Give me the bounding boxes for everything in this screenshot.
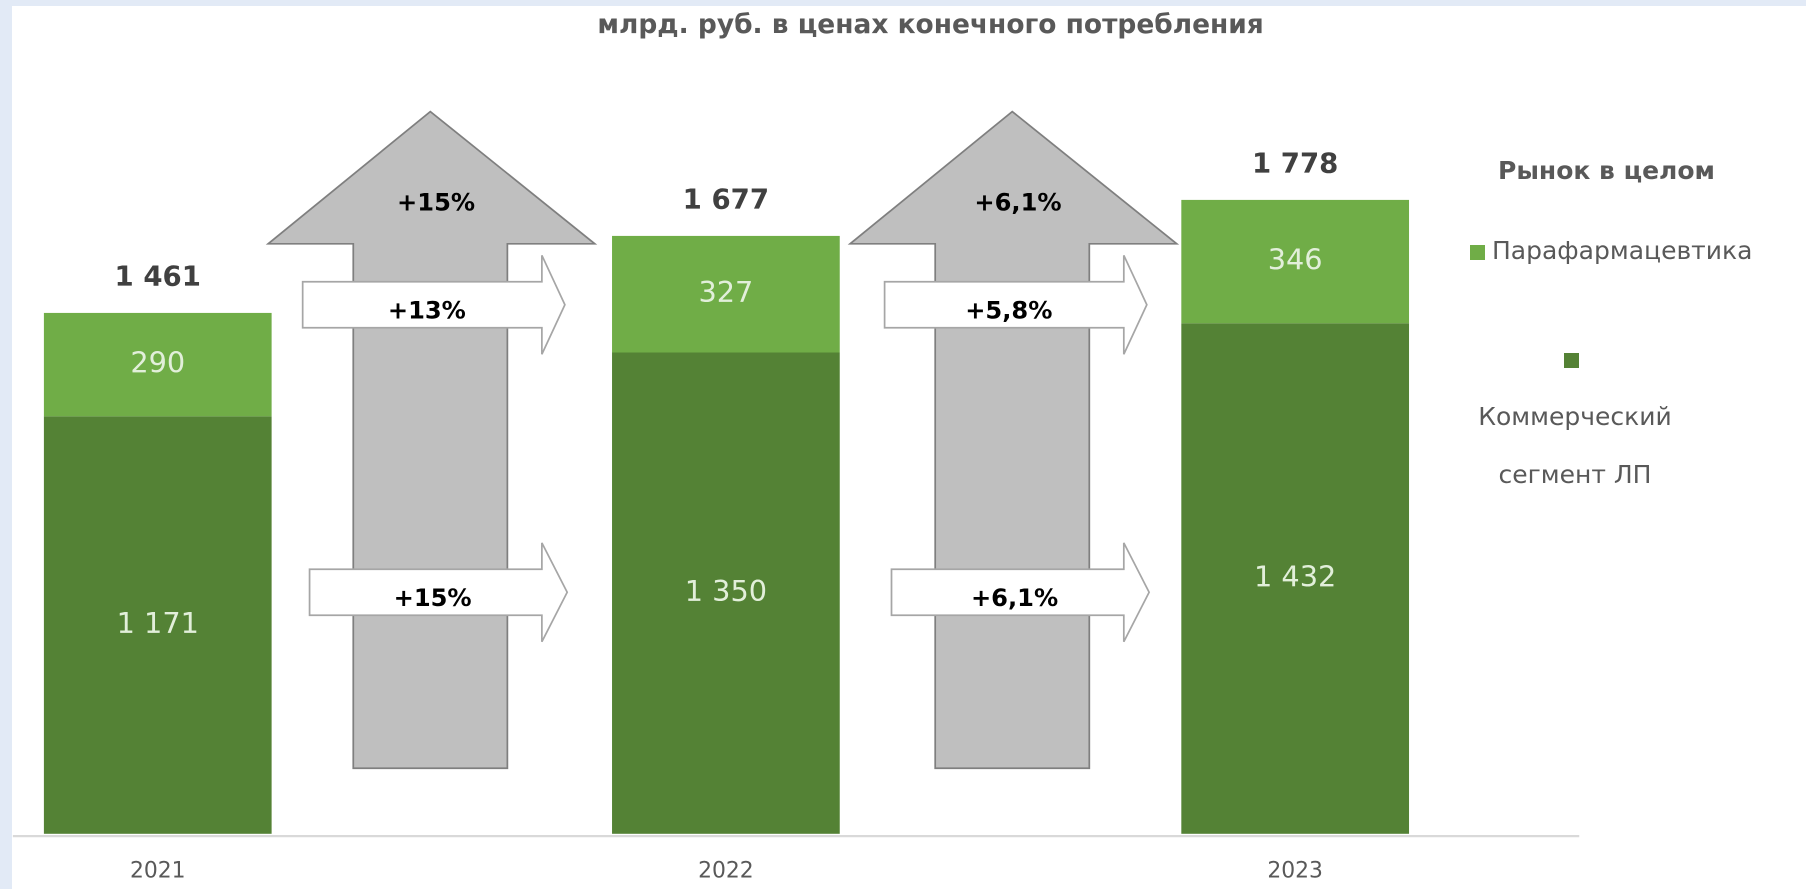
right-arrow [308,542,569,643]
bar-segment [1181,199,1410,324]
bar-segment [612,352,840,834]
growth-label: +6,1% [971,584,1058,612]
value-label: 1 171 [117,606,199,640]
x-tick-label: 2021 [130,859,186,884]
bar-segment [43,416,272,834]
x-tick-label: 2023 [1267,859,1323,884]
growth-label: +13% [388,297,466,325]
total-label: 1 461 [115,259,201,292]
value-label: 1 432 [1254,560,1336,594]
legend-swatch [1470,244,1485,260]
growth-label: +15% [394,584,472,612]
bar-segment [43,312,272,417]
panel [12,6,1806,889]
value-label: 290 [130,346,185,380]
chart-title: млрд. руб. в ценах конечного потребления [597,9,1263,40]
value-label: 327 [698,275,753,309]
legend-entry: Коммерческий сегмент ЛП [1470,330,1680,504]
right-arrow [883,254,1148,355]
growth-label: +6,1% [974,189,1061,217]
right-arrow [890,542,1151,643]
total-label: 1 778 [1252,146,1338,179]
legend-swatch [1564,352,1579,368]
total-label: 1 677 [683,182,769,215]
legend-title: Рынок в целом [1498,156,1715,185]
legend-entry: Парафармацевтика [1470,236,1752,265]
right-arrow [301,254,566,355]
x-tick-label: 2022 [698,859,754,884]
growth-arrows: +15% +13% +15% +6,1% +5,8% +6,1% [265,110,1180,770]
value-label: 346 [1268,243,1323,277]
legend-label: Парафармацевтика [1492,236,1753,265]
value-label: 1 350 [685,574,767,608]
bar-segment [1181,323,1410,834]
legend-label: Коммерческий сегмент ЛП [1478,402,1672,489]
bar-segment [612,235,840,353]
up-arrow [847,110,1180,770]
growth-label: +5,8% [965,297,1052,325]
up-arrow [265,110,598,770]
growth-label: +15% [397,189,475,217]
